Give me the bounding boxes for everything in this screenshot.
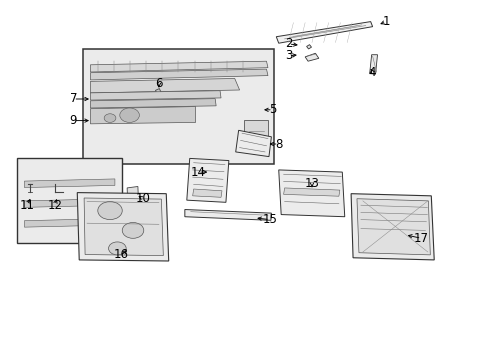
Polygon shape [90,91,221,100]
Polygon shape [184,210,271,220]
Polygon shape [90,78,239,93]
Polygon shape [90,69,267,80]
Text: 13: 13 [304,177,319,190]
Text: 4: 4 [368,66,376,78]
Text: 1: 1 [382,15,389,28]
Polygon shape [276,22,372,43]
Polygon shape [77,193,168,261]
Polygon shape [369,55,377,74]
Polygon shape [24,179,115,188]
Circle shape [122,222,143,238]
Text: 17: 17 [413,232,428,245]
Text: 10: 10 [135,192,150,205]
Bar [83,49,273,164]
Text: 6: 6 [155,77,163,90]
Polygon shape [306,45,311,49]
Bar [17,158,122,243]
Text: 5: 5 [268,103,276,116]
Polygon shape [84,198,163,256]
Polygon shape [127,186,139,214]
Text: 8: 8 [274,138,282,150]
Polygon shape [155,89,161,94]
Circle shape [104,114,116,122]
Circle shape [108,242,126,255]
Text: 7: 7 [69,93,77,105]
Text: 11: 11 [20,199,34,212]
Circle shape [120,108,139,122]
Polygon shape [90,99,216,108]
Text: 14: 14 [190,166,205,179]
Text: 3: 3 [284,49,292,62]
Polygon shape [24,199,115,207]
Polygon shape [186,158,228,202]
Text: 12: 12 [47,199,62,212]
Bar [243,120,267,144]
Polygon shape [283,188,339,196]
Circle shape [98,202,122,220]
Polygon shape [24,219,115,227]
Polygon shape [192,189,222,197]
Polygon shape [305,53,318,61]
Text: 15: 15 [262,213,277,226]
Polygon shape [90,107,195,124]
Polygon shape [235,130,271,157]
Text: 2: 2 [284,37,292,50]
Polygon shape [278,170,344,217]
Polygon shape [350,194,433,260]
Polygon shape [90,61,267,72]
Polygon shape [356,199,429,255]
Text: 16: 16 [114,248,128,261]
Text: 9: 9 [69,114,77,127]
